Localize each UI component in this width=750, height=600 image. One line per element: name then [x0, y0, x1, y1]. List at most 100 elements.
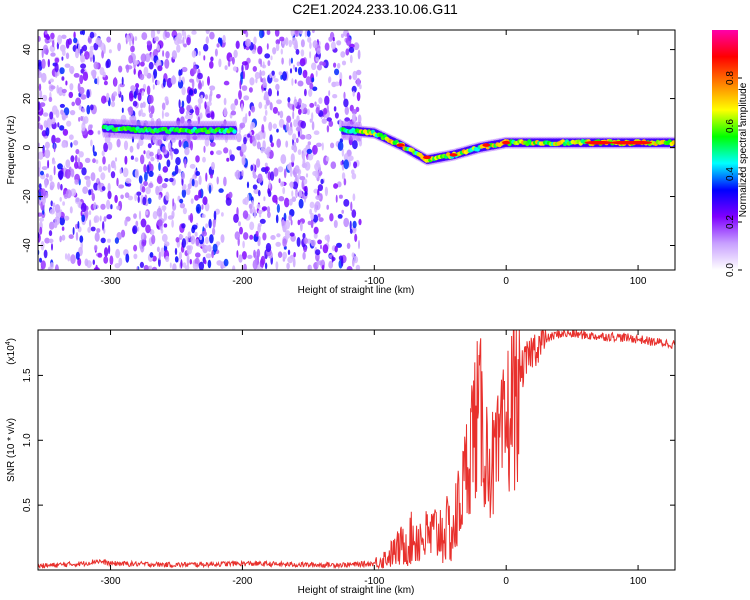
heatmap-cell [357, 49, 361, 60]
heatmap-cell [47, 266, 52, 270]
heatmap-cell [328, 120, 334, 127]
heatmap-cell [209, 61, 214, 69]
heatmap-cell [67, 253, 71, 262]
heatmap-cell [216, 150, 222, 156]
heatmap-cell [210, 150, 214, 156]
heatmap-cell [138, 138, 144, 146]
heatmap-cell [306, 148, 313, 155]
heatmap-cell [140, 53, 147, 63]
heatmap-cell [163, 241, 170, 247]
heatmap-cell [276, 233, 281, 238]
heatmap-cell [80, 202, 87, 213]
heatmap-cell [249, 207, 253, 214]
heatmap-cell [326, 104, 329, 113]
heatmap-cell [186, 110, 189, 116]
heatmap-cell [95, 37, 101, 45]
heatmap-cell [320, 244, 322, 250]
heatmap-cell [298, 189, 303, 199]
heatmap-cell [137, 92, 142, 101]
heatmap-cell [223, 80, 230, 86]
heatmap-cell [77, 221, 80, 229]
heatmap-cell [49, 221, 55, 230]
heatmap-cell [97, 252, 103, 258]
heatmap-cell [73, 140, 79, 146]
heatmap-cell [266, 30, 271, 36]
heatmap-cell [143, 66, 149, 77]
heatmap-cell [110, 171, 116, 179]
heatmap-cell [242, 70, 246, 80]
heatmap-cell [40, 260, 46, 270]
heatmap-cell [156, 246, 160, 253]
heatmap-cell [181, 171, 186, 180]
heatmap-cell [282, 238, 287, 248]
heatmap-cell [350, 201, 353, 212]
heatmap-cell [270, 142, 274, 148]
heatmap-cell [287, 97, 291, 103]
heatmap-cell [86, 54, 89, 59]
heatmap-cell [52, 40, 55, 48]
heatmap-cell [304, 191, 308, 197]
heatmap-cell [245, 31, 249, 38]
heatmap-cell [343, 159, 350, 170]
heatmap-cell [324, 95, 330, 106]
heatmap-cell [267, 60, 271, 67]
heatmap-cell [102, 156, 106, 165]
heatmap-cell [100, 203, 106, 210]
heatmap-cell [247, 254, 253, 259]
colorbar-tick-label: 0.2 [725, 215, 736, 229]
heatmap-cell [305, 173, 309, 178]
heatmap-cell [52, 206, 55, 214]
snr-multiplier-base: (x10 [6, 345, 17, 365]
heatmap-cell [187, 183, 192, 190]
heatmap-cell [59, 235, 62, 243]
heatmap-hotspot [482, 143, 491, 147]
heatmap-cell [315, 160, 320, 168]
heatmap-cell [306, 108, 310, 116]
heatmap-cell [136, 266, 139, 270]
heatmap-cell [127, 195, 133, 201]
heatmap-cell [178, 75, 182, 83]
x-tick-label: 0 [503, 576, 509, 587]
heatmap-cell [38, 36, 41, 42]
heatmap-cell [89, 45, 95, 52]
heatmap-cell [112, 91, 118, 97]
heatmap-cell [129, 92, 134, 102]
heatmap-cell [133, 60, 139, 65]
heatmap-cell [265, 242, 272, 253]
heatmap-cell [48, 96, 53, 102]
heatmap-cell [50, 200, 53, 207]
heatmap-cell [312, 144, 318, 155]
heatmap-cell [312, 30, 315, 34]
heatmap-cell [202, 156, 206, 163]
colorbar-tick-label: 0.0 [725, 263, 736, 277]
heatmap-cell [236, 250, 239, 258]
heatmap-cell [156, 207, 163, 217]
heatmap-cell [242, 198, 247, 205]
heatmap-cell [310, 218, 314, 229]
heatmap-cell [345, 48, 350, 56]
x-tick-label: -100 [364, 276, 384, 287]
heatmap-hotspot [396, 143, 405, 147]
heatmap-cell [148, 163, 154, 173]
heatmap-cell [215, 208, 220, 215]
snr-series-line [38, 330, 675, 570]
heatmap-cell [208, 184, 212, 194]
heatmap-cell [51, 134, 56, 144]
heatmap-cell [321, 118, 327, 124]
heatmap-cell [41, 72, 47, 83]
heatmap-cell [164, 112, 170, 117]
heatmap-cell [41, 58, 46, 69]
heatmap-cell [302, 251, 306, 260]
heatmap-cell [61, 76, 65, 81]
heatmap-cell [300, 120, 307, 129]
heatmap-cell [352, 70, 358, 81]
heatmap-cell [253, 36, 257, 45]
heatmap-cell [54, 62, 59, 73]
heatmap-cell [200, 94, 203, 100]
heatmap-cell [101, 95, 107, 104]
heatmap-cell [253, 209, 257, 219]
heatmap-cell [317, 184, 323, 192]
heatmap-cell [285, 140, 289, 148]
heatmap-cell [38, 167, 41, 177]
heatmap-cell [130, 85, 136, 91]
